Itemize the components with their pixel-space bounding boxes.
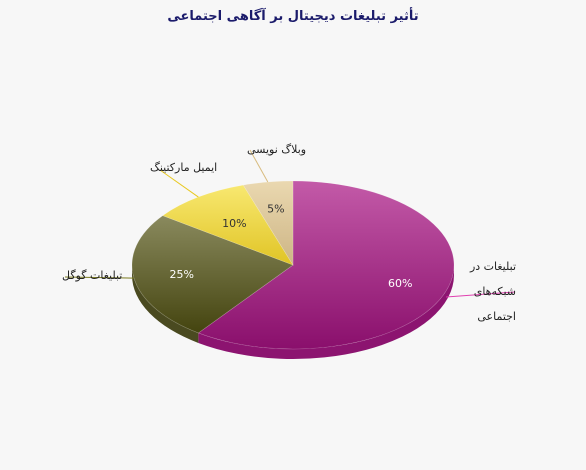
category-labels: تبلیغات در شبکه‌های اجتماعی تبلیغات گوگل ایم… [62, 143, 516, 323]
value-label-0: 60% [388, 277, 412, 290]
category-label-3: وبلاگ نویسی [247, 143, 306, 156]
category-label-2: ایمیل مارکتینگ [150, 161, 217, 174]
pie-sides [132, 265, 454, 360]
category-label-line: شبکه‌های [474, 285, 516, 298]
pie-side-1 [132, 265, 199, 343]
value-label-3: 5% [267, 203, 284, 216]
category-label-line: ایمیل مارکتینگ [150, 161, 217, 174]
pie-slice-0 [197, 180, 455, 350]
pie-slice-1 [131, 215, 294, 334]
pie-slices [131, 180, 455, 350]
pie-slice-3 [242, 180, 294, 267]
category-label-line: وبلاگ نویسی [247, 143, 306, 156]
value-label-1: 25% [169, 268, 193, 281]
category-label-line: تبلیغات گوگل [62, 269, 122, 282]
leader-line-2 [159, 169, 199, 198]
leader-lines [64, 149, 516, 298]
category-label-1: تبلیغات گوگل [62, 269, 122, 282]
pie-side-0 [198, 265, 454, 360]
leader-line-0 [446, 291, 516, 298]
value-label-2: 10% [222, 217, 246, 230]
leader-line-1 [64, 276, 134, 279]
chart-title: تأثیر تبلیغات دیجیتال بر آگاهی اجتماعی [167, 7, 418, 24]
value-labels: 60% 25% 10% 5% [169, 203, 412, 291]
category-label-line: اجتماعی [477, 310, 516, 323]
category-label-line: تبلیغات در [469, 260, 516, 273]
category-label-0: تبلیغات در شبکه‌های اجتماعی [469, 260, 516, 323]
leader-line-3 [249, 149, 269, 183]
